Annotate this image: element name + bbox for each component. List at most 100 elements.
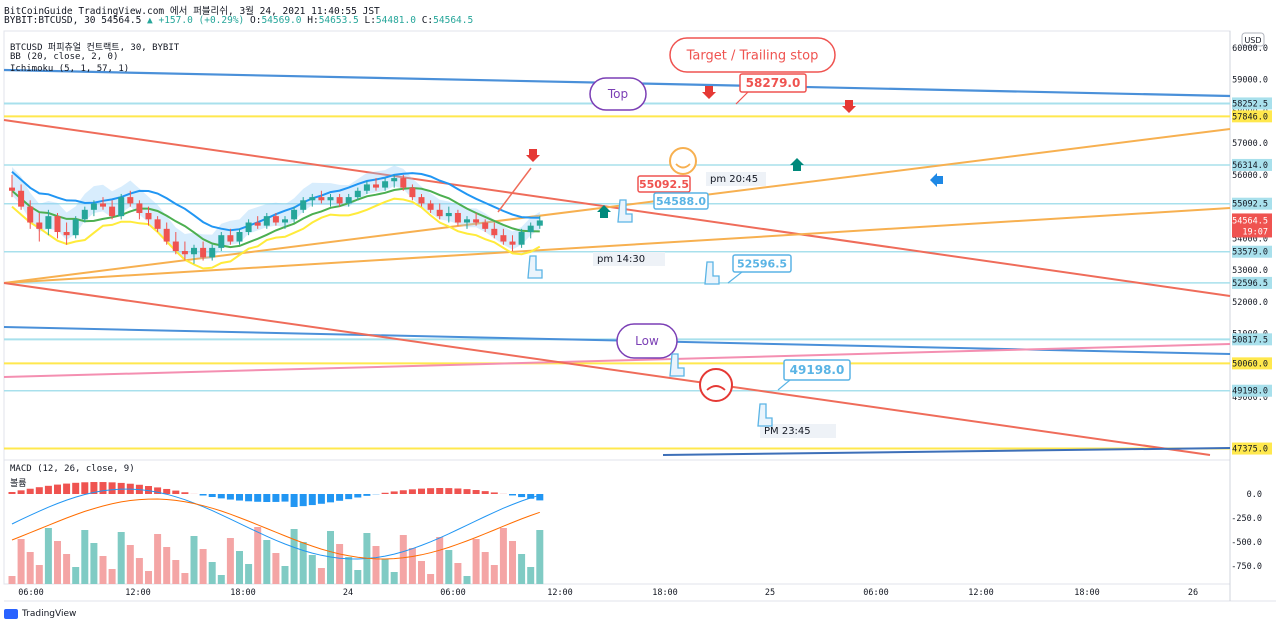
time-pm2345-bg [760, 424, 836, 438]
signal-line [11, 498, 540, 560]
volume-bar [345, 557, 353, 584]
candle-body [54, 216, 61, 233]
volume-bar [272, 553, 280, 584]
time-pm2345-text: PM 23:45 [764, 426, 811, 437]
time-pm1430-text: pm 14:30 [597, 254, 645, 265]
volume-bar [44, 528, 52, 584]
macd-histogram-bar [427, 488, 435, 494]
trend-red-lower [3, 282, 1211, 456]
price-level-value: 53579.0 [1232, 248, 1268, 258]
candle-body [45, 216, 52, 229]
up-arrow-icon [597, 205, 611, 218]
macd-histogram-bar [463, 489, 471, 494]
kijun-line [11, 197, 541, 270]
macd-histogram-bar [199, 494, 207, 496]
publish-line: BitCoinGuide TradingView.com 에서 퍼블리쉬, 3월… [4, 6, 380, 17]
macd-pane-frame [3, 459, 1231, 585]
volume-bar [81, 530, 89, 584]
price-tick: 57000.0 [1232, 139, 1268, 149]
down-arrow-icon [842, 100, 856, 113]
candle-body [109, 206, 116, 217]
macd-histogram-bar [336, 494, 344, 501]
volume-bar [408, 548, 416, 584]
symbol-label: BYBIT:BTCUSD, 30 [4, 15, 96, 26]
macd-histogram-bar [518, 494, 526, 498]
volume-bar [217, 575, 225, 584]
volume-bar [454, 563, 462, 584]
low-marker-price-text: 52596.5 [737, 257, 787, 270]
price-tick: 59000.0 [1232, 76, 1268, 86]
price-level-value: 57846.0 [1232, 112, 1268, 122]
volume-bar [490, 565, 498, 584]
candle-body [63, 232, 70, 236]
candle-body [518, 232, 525, 245]
macd-histogram-bar [445, 488, 453, 494]
macd-histogram-bar [44, 485, 52, 494]
candle-body [373, 184, 379, 188]
sad-face-mouth [706, 385, 726, 391]
low-price-pointer [777, 379, 791, 391]
volume-bar [54, 541, 61, 584]
macd-histogram-bar [381, 492, 389, 494]
candle-body [127, 197, 134, 204]
candle-body [527, 225, 534, 233]
price-level-value: 55092.5 [1232, 200, 1268, 210]
volume-bar [445, 550, 453, 584]
candle-body [81, 209, 88, 220]
price-level-tag [1232, 333, 1272, 346]
top-price-box [637, 175, 691, 193]
tradingview-brand: TradingView [22, 609, 77, 619]
ohlc-line: BYBIT:BTCUSD, 30 54564.5 ▲ +157.0 (+0.29… [4, 15, 473, 26]
legend-macd[interactable]: MACD (12, 26, close, 9) [10, 464, 135, 474]
macd-histogram-bar [236, 494, 243, 501]
low-price-text: 49198.0 [790, 363, 845, 377]
candle-body [382, 181, 389, 188]
high-marker-price-box [653, 192, 709, 210]
time-tick: 12:00 [125, 588, 151, 598]
legend-ichimoku[interactable]: Ichimoku (5, 1, 57, 1) [10, 64, 130, 74]
price-level-tag [1232, 245, 1272, 258]
candle-body [18, 190, 25, 207]
low-marker-pointer [727, 271, 743, 284]
macd-histogram-bar [163, 488, 171, 494]
macd-histogram-bar [108, 482, 116, 494]
candle-body [282, 219, 288, 223]
macd-histogram-bar [17, 490, 25, 494]
candle-body [100, 203, 106, 207]
legend-bb[interactable]: BB (20, close, 2, 0) [10, 52, 119, 62]
macd-histogram-bar [408, 489, 416, 494]
candle-body [509, 241, 516, 245]
price-level-tag [1232, 357, 1272, 370]
price-level-value: 49198.0 [1232, 387, 1268, 397]
volume-bar [26, 552, 34, 584]
volume-bar [336, 544, 344, 584]
macd-histogram-bar [472, 490, 480, 494]
volume-bar [90, 543, 98, 584]
macd-histogram-bar [117, 482, 125, 494]
target-price-box [739, 73, 807, 93]
macd-tick: 0.0 [1247, 490, 1262, 500]
trend-orange-upper [3, 128, 1231, 284]
volume-bar [190, 536, 198, 584]
volume-bar [427, 574, 435, 584]
candle-body [473, 219, 480, 223]
target-note-text: Target / Trailing stop [686, 49, 819, 64]
candle-body [263, 216, 270, 226]
last-price: 54564.5 [101, 15, 142, 26]
candle-body [90, 203, 97, 210]
volume-bar [236, 551, 243, 584]
macd-histogram-bar [436, 488, 444, 494]
candle-body [363, 184, 370, 191]
currency-label: USD [1244, 36, 1261, 45]
legend-hist[interactable]: 볼륨 [10, 479, 27, 489]
macd-histogram-bar [26, 488, 34, 494]
legend-symbol[interactable]: BTCUSD 퍼피츄얼 컨트랙트, 30, BYBIT [10, 43, 180, 53]
price-level-tag [1232, 97, 1272, 110]
pointing-hand-icon [669, 353, 685, 377]
price-axis: USD60000.059000.058000.057000.056000.055… [1231, 32, 1272, 572]
sad-face-icon [699, 368, 733, 402]
macd-histogram-bar [317, 494, 325, 504]
price-level-value: 56314.0 [1232, 161, 1268, 171]
tradingview-footer[interactable]: TradingView [4, 609, 76, 619]
